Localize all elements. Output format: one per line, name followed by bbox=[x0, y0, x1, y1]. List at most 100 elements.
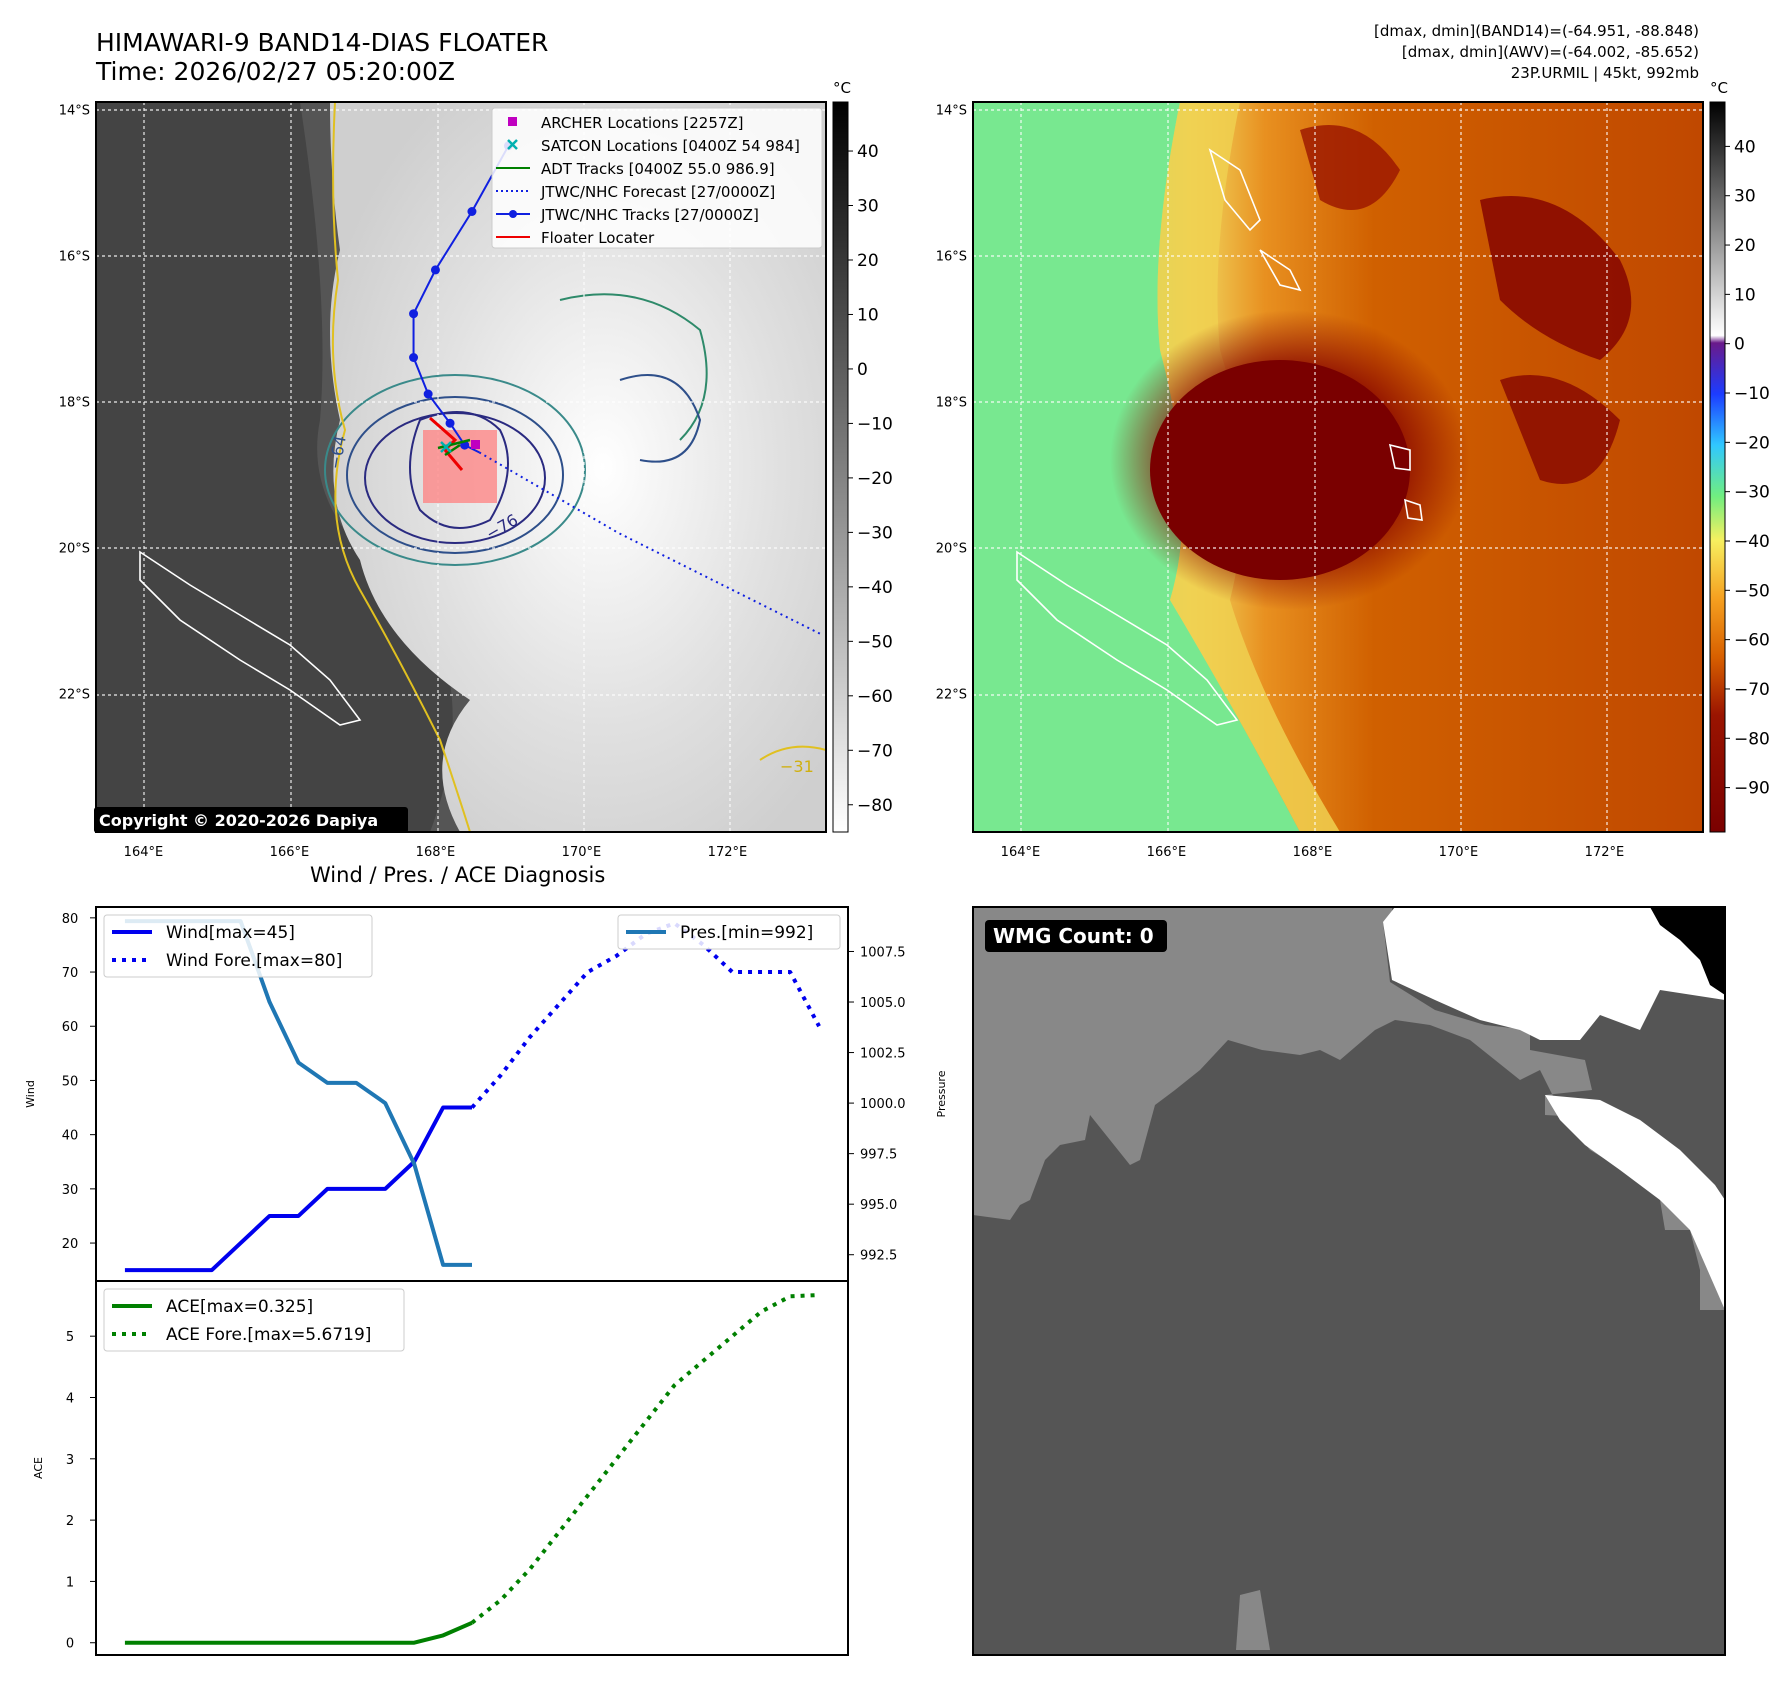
colorbar-tick-label: −30 bbox=[857, 523, 893, 543]
adt-track bbox=[437, 438, 471, 457]
wmg-panel: WMG Count: 0 bbox=[972, 906, 1726, 1656]
y-tick-label: 60 bbox=[62, 1020, 79, 1035]
ir-axis-labels: 164°E 166°E 168°E 170°E 172°E 14°S 16°S 18°S 20°… bbox=[59, 103, 748, 860]
lon-tick-label: 166°E bbox=[270, 845, 310, 860]
colorbar-tick-label: −90 bbox=[1734, 779, 1770, 799]
y-right-tick-label: 1000.0 bbox=[860, 1097, 906, 1112]
jtwc-forecast-line bbox=[478, 451, 823, 636]
awv-axis-labels: 164°E 166°E 168°E 170°E 172°E 14°S 16°S 18°S 20°… bbox=[936, 103, 1625, 860]
colorbar-tick-label: 20 bbox=[1734, 236, 1756, 256]
y-tick-label: 50 bbox=[62, 1074, 79, 1089]
jtwc-track-point bbox=[445, 418, 455, 428]
y-tick-label: 30 bbox=[62, 1183, 79, 1198]
colorbar-tick-label: −30 bbox=[1734, 483, 1770, 503]
y-tick-label: 80 bbox=[62, 912, 79, 927]
ace-axis-label: ACE bbox=[32, 1457, 45, 1479]
figure-title: HIMAWARI-9 BAND14-DIAS FLOATER bbox=[96, 28, 549, 57]
ir-colorbar bbox=[832, 101, 849, 833]
y-right-tick-label: 1007.5 bbox=[860, 945, 906, 960]
lon-tick-label: 168°E bbox=[1293, 845, 1333, 860]
colorbar-tick-label: −10 bbox=[1734, 384, 1770, 404]
jtwc-track-point bbox=[430, 265, 440, 275]
colorbar-tick-label: 0 bbox=[857, 360, 868, 380]
stats-band14: [dmax, dmin](BAND14)=(-64.951, -88.848) bbox=[1374, 22, 1699, 40]
lat-tick-label: 14°S bbox=[936, 103, 967, 118]
legend-jtwc-forecast: JTWC/NHC Forecast [27/0000Z] bbox=[540, 183, 775, 201]
colorbar-tick-label: −40 bbox=[1734, 532, 1770, 552]
colorbar-tick-label: 30 bbox=[1734, 187, 1756, 207]
lon-tick-label: 166°E bbox=[1147, 845, 1187, 860]
y-tick-label: 40 bbox=[62, 1129, 79, 1144]
awv-colorbar bbox=[1709, 101, 1726, 833]
legend-ace: ACE[max=0.325] bbox=[166, 1297, 313, 1317]
lat-tick-label: 16°S bbox=[936, 249, 967, 264]
series-line-wind-fore- bbox=[470, 921, 821, 1109]
jtwc-track-point bbox=[423, 389, 433, 399]
lon-tick-label: 170°E bbox=[1439, 845, 1479, 860]
colorbar-tick-label: 30 bbox=[857, 197, 879, 217]
legend-jtwc-tracks: JTWC/NHC Tracks [27/0000Z] bbox=[540, 206, 759, 224]
legend-pressure: Pres.[min=992] bbox=[680, 923, 813, 943]
lon-tick-label: 164°E bbox=[124, 845, 164, 860]
copyright-badge bbox=[94, 807, 408, 833]
lat-tick-label: 22°S bbox=[59, 687, 90, 702]
colorbar-tick-label: −80 bbox=[857, 796, 893, 816]
legend-satcon: SATCON Locations [0400Z 54 984] bbox=[541, 137, 800, 155]
figure-time: Time: 2026/02/27 05:20:00Z bbox=[96, 57, 455, 86]
stats-awv: [dmax, dmin](AWV)=(-64.002, -85.652) bbox=[1401, 43, 1699, 61]
jtwc-track-point bbox=[409, 309, 419, 319]
colorbar-tick-label: 40 bbox=[857, 142, 879, 162]
colorbar-tick-label: 10 bbox=[857, 305, 879, 325]
legend-ace-forecast: ACE Fore.[max=5.6719] bbox=[166, 1325, 371, 1345]
lon-tick-label: 172°E bbox=[1585, 845, 1625, 860]
colorbar-tick-label: −20 bbox=[1734, 433, 1770, 453]
y-tick-label: 5 bbox=[66, 1330, 74, 1345]
lat-tick-label: 18°S bbox=[59, 395, 90, 410]
y-tick-label: 4 bbox=[66, 1391, 74, 1406]
ir-colorbar-unit: °C bbox=[833, 79, 851, 97]
copyright-text: Copyright © 2020-2026 Dapiya bbox=[99, 811, 378, 830]
colorbar-tick-label: −20 bbox=[857, 469, 893, 489]
wmg-badge bbox=[985, 920, 1167, 952]
series-line-ace bbox=[124, 1620, 473, 1645]
wind-axis-label: Wind bbox=[24, 1080, 37, 1108]
storm-info: 23P.URMIL | 45kt, 992mb bbox=[1510, 64, 1699, 82]
lat-tick-label: 20°S bbox=[59, 541, 90, 556]
colorbar-tick-label: −60 bbox=[857, 687, 893, 707]
y-tick-label: 0 bbox=[66, 1637, 74, 1652]
lat-tick-label: 20°S bbox=[936, 541, 967, 556]
ace-legend: ACE[max=0.325] ACE Fore.[max=5.6719] bbox=[103, 1288, 405, 1352]
colorbar-tick-label: −40 bbox=[857, 578, 893, 598]
colorbar-tick-label: −50 bbox=[857, 632, 893, 652]
colorbar-tick-label: −50 bbox=[1734, 581, 1770, 601]
y-right-tick-label: 995.0 bbox=[860, 1198, 897, 1213]
satcon-marker bbox=[440, 441, 452, 453]
jtwc-track-point bbox=[409, 353, 419, 362]
contour-label-31: −31 bbox=[780, 757, 814, 776]
y-tick-label: 3 bbox=[66, 1453, 74, 1468]
awv-colorbar-unit: °C bbox=[1710, 79, 1728, 97]
y-right-tick-label: 1005.0 bbox=[860, 996, 906, 1011]
colorbar-tick-label: −70 bbox=[857, 741, 893, 761]
archer-marker bbox=[471, 440, 480, 449]
lon-tick-label: 168°E bbox=[416, 845, 456, 860]
ace-plot: 0 1 2 3 4 5 bbox=[66, 1292, 820, 1652]
colorbar-tick-label: 20 bbox=[857, 251, 879, 271]
y-tick-label: 20 bbox=[62, 1237, 79, 1252]
lat-tick-label: 16°S bbox=[59, 249, 90, 264]
wmg-count: WMG Count: 0 bbox=[993, 924, 1154, 948]
colorbar-tick-label: −70 bbox=[1734, 680, 1770, 700]
y-right-tick-label: 992.5 bbox=[860, 1249, 897, 1264]
legend-floater: Floater Locater bbox=[541, 229, 655, 247]
y-right-tick-label: 997.5 bbox=[860, 1148, 897, 1163]
lat-tick-label: 18°S bbox=[936, 395, 967, 410]
awv-colorbar-ticks: 40 30 20 10 0 −10 −20 −30 −40 −50 −60 −70 −80 −90 bbox=[1725, 137, 1770, 799]
legend-adt: ADT Tracks [0400Z 55.0 986.9] bbox=[541, 160, 775, 178]
lat-tick-label: 14°S bbox=[59, 103, 90, 118]
jtwc-track-point bbox=[467, 207, 477, 216]
y-right-tick-label: 1002.5 bbox=[860, 1047, 906, 1062]
colorbar-tick-label: 0 bbox=[1734, 335, 1745, 355]
awv-map bbox=[973, 102, 1703, 832]
diag-title: Wind / Pres. / ACE Diagnosis bbox=[310, 863, 606, 887]
